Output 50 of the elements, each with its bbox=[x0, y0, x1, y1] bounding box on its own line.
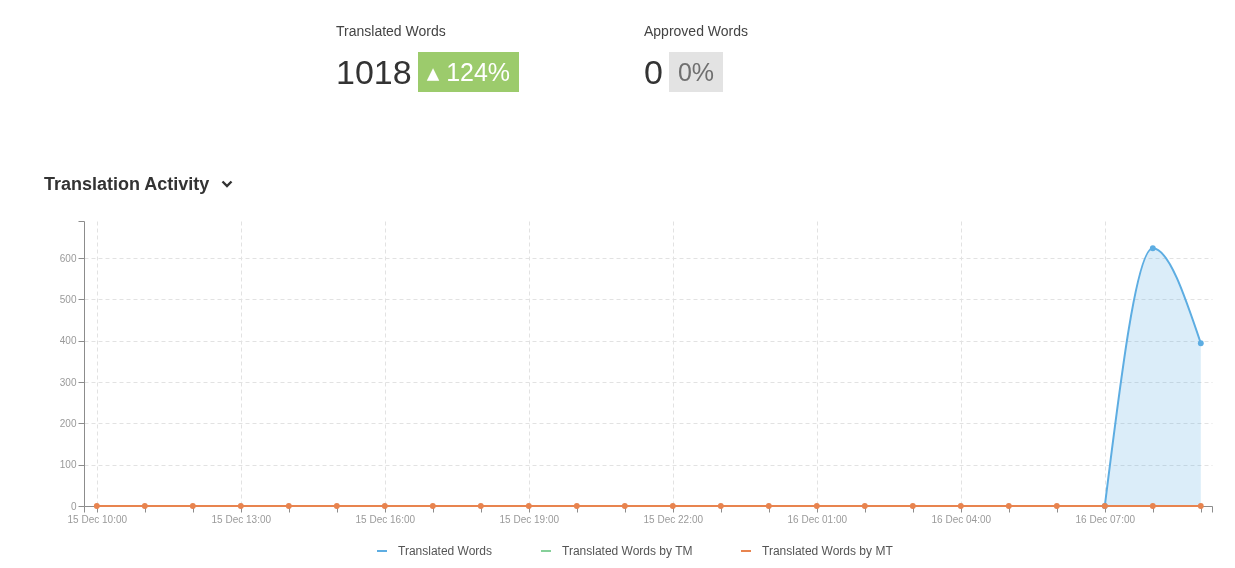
y-tick-label: 200 bbox=[59, 417, 77, 429]
legend-label: Translated Words by MT bbox=[762, 544, 894, 558]
legend-label: Translated Words bbox=[398, 544, 493, 558]
point bbox=[765, 503, 772, 509]
point bbox=[525, 503, 532, 509]
x-tick-label: 15 Dec 16:00 bbox=[355, 513, 416, 525]
x-tick-label: 15 Dec 22:00 bbox=[643, 513, 704, 525]
text: ▴ 124% bbox=[417, 52, 520, 92]
y-tick-label: 400 bbox=[59, 335, 77, 347]
point bbox=[93, 503, 100, 509]
point bbox=[141, 503, 148, 509]
y-tick-label: 0 bbox=[70, 500, 77, 512]
point bbox=[669, 503, 676, 509]
x-tick-label: 16 Dec 04:00 bbox=[931, 513, 992, 525]
chart-title: Translation Activity bbox=[44, 173, 210, 195]
x-tick-label: 15 Dec 13:00 bbox=[211, 513, 272, 525]
point bbox=[813, 503, 820, 509]
y-tick-label: 300 bbox=[59, 376, 77, 388]
point bbox=[621, 503, 628, 509]
point bbox=[1149, 503, 1156, 509]
point bbox=[477, 503, 484, 509]
point bbox=[429, 503, 436, 509]
point bbox=[573, 503, 580, 509]
point bbox=[1197, 340, 1204, 347]
point bbox=[333, 503, 340, 509]
point bbox=[1053, 503, 1060, 509]
text: 1018 bbox=[336, 52, 412, 92]
point bbox=[957, 503, 964, 509]
x-tick-label: 15 Dec 10:00 bbox=[67, 513, 128, 525]
point bbox=[237, 503, 244, 509]
point bbox=[285, 503, 292, 509]
x-tick-label: 16 Dec 01:00 bbox=[787, 513, 848, 525]
point bbox=[909, 503, 916, 509]
text: Translated Words bbox=[336, 22, 447, 40]
text: 0% bbox=[668, 52, 724, 92]
point bbox=[717, 503, 724, 509]
y-tick-label: 500 bbox=[59, 293, 77, 305]
point bbox=[1005, 503, 1012, 509]
point bbox=[1197, 503, 1204, 509]
point bbox=[381, 503, 388, 509]
x-tick-label: 15 Dec 19:00 bbox=[499, 513, 560, 525]
point bbox=[189, 503, 196, 509]
point bbox=[1149, 245, 1156, 252]
text: Approved Words bbox=[644, 22, 749, 40]
legend-label: Translated Words by TM bbox=[562, 544, 693, 558]
x-tick-label: 16 Dec 07:00 bbox=[1075, 513, 1136, 525]
point bbox=[861, 503, 868, 509]
y-tick-label: 600 bbox=[59, 252, 77, 264]
y-tick-label: 100 bbox=[59, 459, 77, 471]
text: 0 bbox=[644, 52, 663, 92]
